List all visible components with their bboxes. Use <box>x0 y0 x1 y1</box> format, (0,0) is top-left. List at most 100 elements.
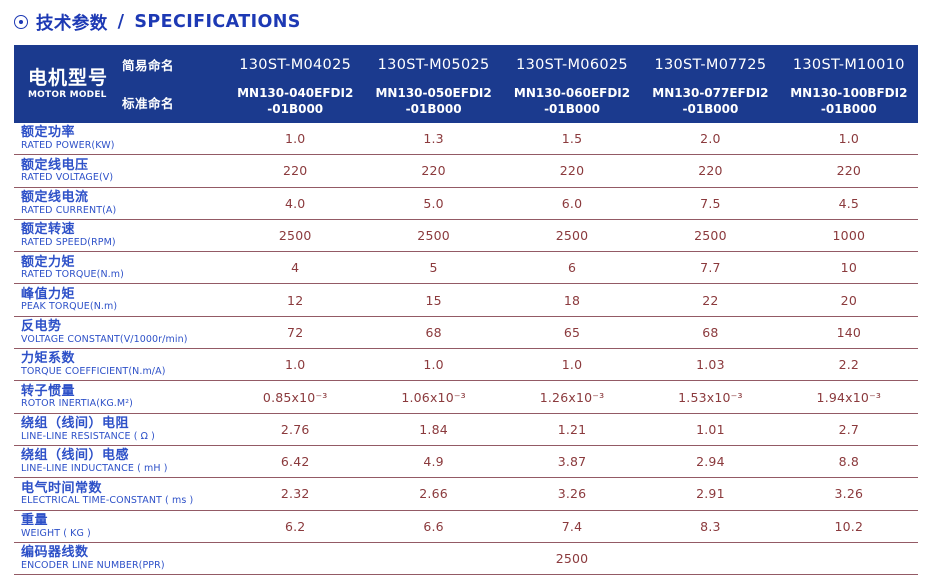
value-cell: 5 <box>429 260 438 276</box>
row-label: 额定转速 RATED SPEED(RPM) <box>14 222 226 249</box>
value-cell: 2500 <box>278 228 312 244</box>
value-cell: 6.6 <box>423 518 444 534</box>
value-cell: 4 <box>291 260 300 276</box>
row-label-en: PEAK TORQUE(N.m) <box>21 301 118 313</box>
standard-naming-label: 标准命名 <box>122 95 175 111</box>
row-label-zh: 力矩系数 <box>21 351 76 367</box>
column-standard-name: MN130-040EFDI2 -01B000 <box>237 86 354 116</box>
simple-naming-label: 简易命名 <box>122 58 175 73</box>
value-cell: 1.53x10⁻³ <box>678 389 743 405</box>
row-label-zh: 转子惯量 <box>21 383 76 399</box>
table-row: 反电势 VOLTAGE CONSTANT(V/1000r/min) 72 68 65 68… <box>14 317 918 350</box>
row-label: 绕组（线间）电感 LINE-LINE INDUCTANCE ( mH ) <box>14 448 226 475</box>
value-cell: 6.0 <box>561 195 583 211</box>
value-cell: 6 <box>567 260 577 276</box>
value-cell: 2500 <box>694 228 727 244</box>
table-body: 额定功率 RATED POWER(KW) 1.0 1.3 1.5 2.0 1.0 额定线电压 R… <box>14 123 918 576</box>
value-cell: 3.87 <box>557 454 587 470</box>
value-cell: 6.42 <box>280 454 310 470</box>
table-row: 绕组（线间）电阻 LINE-LINE RESISTANCE ( Ω ) 2.76 1.… <box>14 414 918 446</box>
column-standard-name: MN130-060EFDI2 -01B000 <box>513 86 631 116</box>
value-cell: 12 <box>287 292 304 308</box>
motor-model-label-en: MOTOR MODEL <box>28 89 107 100</box>
value-cell: 220 <box>698 163 723 179</box>
value-cell: 68 <box>425 324 442 340</box>
value-cell: 65 <box>563 324 581 340</box>
standard-name-row: 标准命名 MN130-040EFDI2 -01B000 MN130-050EFDI… <box>122 81 918 123</box>
row-label-en: TORQUE COEFFICIENT(N.m/A) <box>21 366 166 378</box>
column-simple-name: 130ST-M07725 <box>654 56 767 73</box>
value-cell: 4.5 <box>838 195 860 211</box>
value-cell: 7.7 <box>700 260 721 276</box>
row-label-zh: 重量 <box>21 512 49 528</box>
row-label-en: LINE-LINE INDUCTANCE ( mH ) <box>21 462 168 474</box>
row-label-zh: 编码器线数 <box>21 545 89 561</box>
value-cell: 5.0 <box>423 195 444 211</box>
row-label-en: RATED CURRENT(A) <box>21 204 117 216</box>
value-cell: 72 <box>287 324 304 340</box>
table-row: 额定功率 RATED POWER(KW) 1.0 1.3 1.5 2.0 1.0 <box>14 123 918 156</box>
row-label: 转子惯量 ROTOR INERTIA(KG.M²) <box>14 384 226 411</box>
row-label: 绕组（线间）电阻 LINE-LINE RESISTANCE ( Ω ) <box>14 416 226 443</box>
column-standard-name: MN130-077EFDI2 -01B000 <box>652 86 769 116</box>
row-label-en: RATED POWER(KW) <box>21 139 115 151</box>
row-label: 额定力矩 RATED TORQUE(N.m) <box>14 255 226 282</box>
value-cell: 2.91 <box>696 486 725 502</box>
value-cell: 1.21 <box>557 421 587 437</box>
column-standard-name: MN130-050EFDI2 -01B000 <box>375 86 492 116</box>
row-label-en: RATED VOLTAGE(V) <box>21 172 114 184</box>
value-cell: 2500 <box>555 228 589 244</box>
value-cell: 140 <box>836 324 862 340</box>
value-cell: 4.0 <box>284 195 306 211</box>
row-label-zh: 额定转速 <box>21 222 76 238</box>
value-cell: 18 <box>563 292 581 308</box>
value-cell: 7.5 <box>700 195 721 211</box>
value-cell: 68 <box>702 324 719 340</box>
specifications-table: 电机型号 MOTOR MODEL 简易命名 130ST-M04025 130ST-… <box>14 45 918 576</box>
value-cell: 2500 <box>555 551 589 566</box>
value-cell: 2.7 <box>838 421 860 437</box>
page-title-divider: / <box>117 12 125 32</box>
value-cell: 2.76 <box>280 421 310 437</box>
value-cell: 1.5 <box>561 131 583 147</box>
value-cell: 1.0 <box>284 131 306 147</box>
value-cell: 1.01 <box>696 421 725 437</box>
value-cell: 1.3 <box>423 131 444 147</box>
row-label: 额定线电流 RATED CURRENT(A) <box>14 190 226 217</box>
value-cell: 22 <box>702 292 719 308</box>
row-label-en: ROTOR INERTIA(KG.M²) <box>21 398 133 410</box>
value-cell: 1.06x10⁻³ <box>401 389 466 405</box>
table-row: 额定转速 RATED SPEED(RPM) 2500 2500 2500 2500 1000 <box>14 220 918 253</box>
row-label-en: ENCODER LINE NUMBER(PPR) <box>21 559 165 571</box>
value-cell: 1.26x10⁻³ <box>539 389 605 405</box>
row-label: 力矩系数 TORQUE COEFFICIENT(N.m/A) <box>14 351 226 378</box>
row-label-zh: 峰值力矩 <box>21 286 76 302</box>
row-label-zh: 绕组（线间）电感 <box>21 448 130 464</box>
value-cell: 220 <box>559 163 585 179</box>
row-label-en: RATED SPEED(RPM) <box>21 236 116 248</box>
value-cell: 2.66 <box>419 486 448 502</box>
specifications-page: 技术参数 / SPECIFICATIONS 电机型号 MOTOR MODEL 简… <box>0 10 932 579</box>
value-cell: 6.2 <box>284 518 306 534</box>
value-cell: 220 <box>282 163 308 179</box>
value-cell: 220 <box>836 163 862 179</box>
value-cell: 15 <box>425 292 442 308</box>
table-row: 额定线电压 RATED VOLTAGE(V) 220 220 220 220 220 <box>14 155 918 188</box>
row-label-en: LINE-LINE RESISTANCE ( Ω ) <box>21 430 155 442</box>
column-simple-name: 130ST-M06025 <box>516 56 628 73</box>
row-label-zh: 额定线电流 <box>21 189 89 205</box>
simple-name-row: 简易命名 130ST-M04025 130ST-M05025 130ST-M0602… <box>122 45 918 81</box>
motor-model-label-zh: 电机型号 <box>28 67 109 90</box>
value-cell: 1.0 <box>284 357 306 373</box>
row-label-zh: 电气时间常数 <box>21 480 103 496</box>
value-cell: 0.85x10⁻³ <box>262 389 328 405</box>
value-cell: 10.2 <box>834 518 864 534</box>
value-cell: 8.3 <box>700 518 721 534</box>
page-title-en: SPECIFICATIONS <box>134 12 301 32</box>
header-naming-rows: 简易命名 130ST-M04025 130ST-M05025 130ST-M0602… <box>122 45 918 123</box>
table-row: 编码器线数 ENCODER LINE NUMBER(PPR) 2500 <box>14 543 918 576</box>
value-cell: 2.32 <box>280 486 310 502</box>
value-cell: 20 <box>840 292 857 308</box>
circle-dot-icon <box>14 15 28 29</box>
table-row: 峰值力矩 PEAK TORQUE(N.m) 12 15 18 22 20 <box>14 284 918 317</box>
